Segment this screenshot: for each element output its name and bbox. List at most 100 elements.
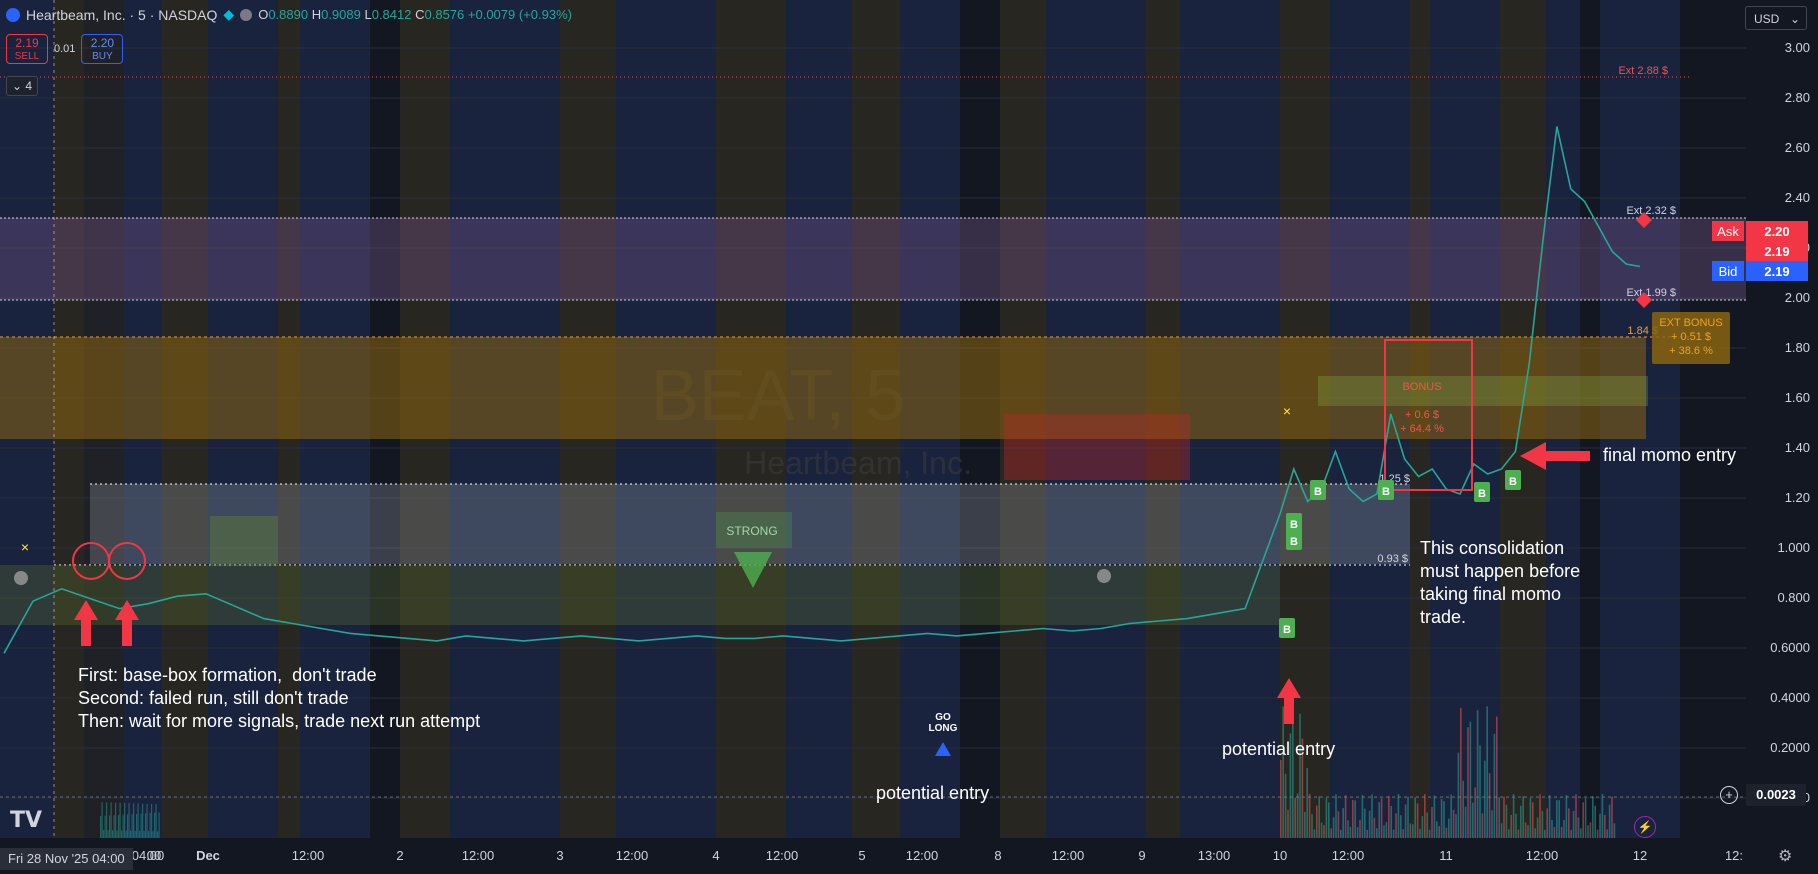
volume-bar (130, 830, 132, 838)
volume-bar (1313, 829, 1316, 838)
volume-bar (1486, 706, 1488, 838)
sell-button[interactable]: 2.19 SELL (6, 34, 48, 64)
flag-icon[interactable]: ◆ (223, 6, 235, 22)
volume-bar (1587, 825, 1589, 838)
volume-bar (1553, 826, 1556, 838)
volume-bar (125, 830, 127, 838)
volume-bar (1356, 827, 1359, 838)
grey-signal-dot (14, 571, 28, 585)
volume-bar (1529, 798, 1532, 838)
ask-tag-value-bg (1746, 221, 1808, 241)
ext-199-label: Ext 1.99 $ (1626, 287, 1676, 299)
plus-icon[interactable]: + (1720, 786, 1738, 804)
buy-marker-label: B (1283, 624, 1291, 636)
volume-bar (1524, 822, 1527, 838)
volume-bar (1469, 721, 1472, 838)
symbol-title[interactable]: Heartbeam, Inc. · 5 · NASDAQ (26, 6, 218, 23)
bid-tag-value-bg (1746, 261, 1808, 281)
volume-bar (1580, 828, 1582, 838)
buy-button[interactable]: 2.20 BUY (81, 34, 124, 64)
green-zone-upper (1318, 376, 1648, 406)
volume-bar (1299, 713, 1301, 838)
buy-marker (1279, 618, 1295, 638)
ask-tag-value: 2.20 (1764, 224, 1789, 239)
volume-bar (1546, 808, 1548, 838)
attempt-circle-2 (108, 542, 146, 580)
volume-bar (142, 803, 144, 838)
volume-bar (131, 814, 133, 838)
green-base-zone (0, 565, 1280, 625)
buy-marker-label: B (1314, 486, 1322, 498)
volume-bar (1467, 727, 1469, 838)
volume-bar (1599, 813, 1601, 838)
x-tick-label: 00 (147, 848, 161, 863)
volume-bar (137, 803, 139, 838)
volume-bar (106, 802, 108, 838)
red-arrow-up-3 (1277, 678, 1301, 724)
currency-select[interactable]: USD ⌄ (1745, 6, 1807, 30)
volume-bar (1292, 716, 1294, 838)
volume-bar (1318, 796, 1320, 838)
entry-marker-2: × (1283, 403, 1291, 419)
volume-bar (1412, 824, 1414, 838)
volume-bar (103, 829, 105, 838)
red-arrow-up-2 (115, 600, 139, 646)
tradingview-logo[interactable]: TV (10, 808, 43, 833)
volume-bar (1383, 825, 1385, 838)
y-tick-label: 0.2000 (1770, 740, 1810, 755)
volume-bar (1359, 819, 1361, 838)
x-tick-label: 11 (1439, 848, 1453, 863)
volume-bar (1493, 733, 1496, 838)
volume-bar (1368, 810, 1371, 838)
volume-bar (1361, 794, 1364, 838)
y-tick-label: 0.800 (1777, 590, 1810, 605)
buy-marker (1505, 470, 1521, 490)
volume-bar (1584, 798, 1587, 838)
volume-bar (1604, 814, 1606, 838)
gear-icon[interactable]: ⚙ (1778, 848, 1793, 865)
volume-bar (110, 802, 112, 838)
x-tick-label: 4 (712, 848, 719, 863)
volume-bar (151, 803, 153, 838)
volume-bar (1445, 827, 1448, 838)
indicator-legend-toggle[interactable]: ⌄ 4 (6, 76, 38, 96)
volume-bar (1407, 796, 1409, 838)
buy-marker-label: B (1382, 486, 1390, 498)
volume-bar (1522, 796, 1524, 838)
volume-bar (1380, 798, 1383, 838)
x-tick-label: 12:00 (1052, 848, 1085, 863)
ext-199-diamond (1636, 292, 1652, 308)
volume-bar (133, 803, 135, 838)
volume-bar (1496, 716, 1498, 838)
cursor-date-badge: Fri 28 Nov '25 04:00 (0, 848, 133, 870)
volume-bar (100, 816, 102, 838)
level-184-label: 1.84 $ (1627, 325, 1658, 337)
y-tick-label: 0.6000 (1770, 640, 1810, 655)
volume-bar (1594, 805, 1596, 838)
volume-bar (1402, 829, 1404, 838)
price-axis (1746, 0, 1818, 874)
price-series-line (3, 126, 1641, 654)
volume-bar (1366, 829, 1368, 838)
volume-bar (1558, 800, 1560, 838)
volume-bar (1419, 828, 1421, 838)
note-consolidation: This consolidation must happen before ta… (1420, 538, 1581, 627)
ext-bonus-title: EXT BONUS (1659, 317, 1722, 329)
market-status-icon (240, 8, 253, 21)
volume-bar (139, 830, 141, 838)
volume-bar (122, 814, 124, 838)
volume-bar (154, 812, 156, 838)
y-tick-label: 2.00 (1785, 290, 1810, 305)
note-potential-entry-2: potential entry (1222, 739, 1336, 759)
volume-bar (1568, 808, 1570, 838)
volume-bar (1508, 829, 1510, 838)
volume-bar (1452, 809, 1455, 838)
ext-232-label: Ext 2.32 $ (1626, 205, 1676, 217)
note-final-momo: final momo entry (1603, 445, 1737, 465)
green-step-zone (210, 516, 278, 566)
strong-signal-triangle (734, 552, 772, 588)
lightning-icon[interactable]: ⚡ (1634, 816, 1656, 838)
volume-bar (1460, 707, 1462, 838)
volume-bar (1280, 760, 1282, 838)
